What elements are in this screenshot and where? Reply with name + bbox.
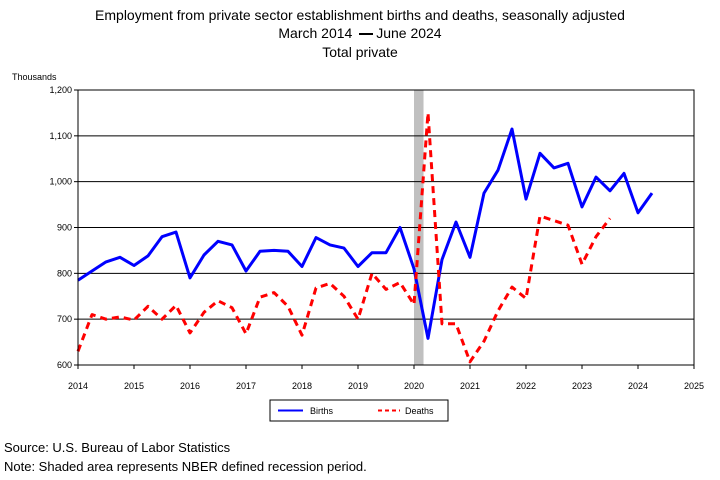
series-line-births [77,127,654,340]
legend-box [269,399,449,422]
x-tick-label: 2017 [236,381,256,391]
recession-note: Note: Shaded area represents NBER define… [4,459,367,474]
x-tick-label: 2024 [628,381,648,391]
y-tick-label: 1,100 [49,131,72,141]
subtitle-start: March 2014 [278,25,353,41]
x-tick-label: 2014 [68,381,88,391]
plot-frame [77,89,695,366]
y-tick-label: 600 [57,360,72,370]
line-chart: 600 700 800 900 1,000 1,100 1,200 2014 2015 2016 2… [49,85,704,422]
subtitle-end: June 2024 [376,25,442,41]
source-note: Source: U.S. Bureau of Labor Statistics [4,440,231,455]
legend-label-births: Births [310,406,334,416]
series-line-deaths [76,111,612,364]
y-tick-label: 700 [57,314,72,324]
y-axis-label: Thousands [12,72,57,82]
chart-title: Employment from private sector establish… [95,7,625,23]
subtitle-dash-icon [359,33,374,36]
x-tick-label: 2020 [404,381,424,391]
y-tick-label: 1,000 [49,177,72,187]
legend-label-deaths: Deaths [405,406,434,416]
chart-subtitle-2: Total private [322,44,398,60]
x-tick-label: 2025 [684,381,704,391]
x-tick-label: 2023 [572,381,592,391]
x-tick-label: 2019 [348,381,368,391]
y-tick-label: 900 [57,223,72,233]
x-tick-label: 2022 [516,381,536,391]
y-tick-label: 800 [57,268,72,278]
x-tick-label: 2015 [124,381,144,391]
x-tick-label: 2018 [292,381,312,391]
x-tick-label: 2016 [180,381,200,391]
y-tick-label: 1,200 [49,85,72,95]
chart-subtitle: March 2014 June 2024 [0,24,720,42]
x-tick-label: 2021 [460,381,480,391]
